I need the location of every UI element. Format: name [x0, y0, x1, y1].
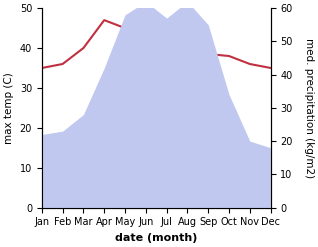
Y-axis label: med. precipitation (kg/m2): med. precipitation (kg/m2) [304, 38, 314, 178]
Y-axis label: max temp (C): max temp (C) [4, 72, 14, 144]
X-axis label: date (month): date (month) [115, 233, 197, 243]
